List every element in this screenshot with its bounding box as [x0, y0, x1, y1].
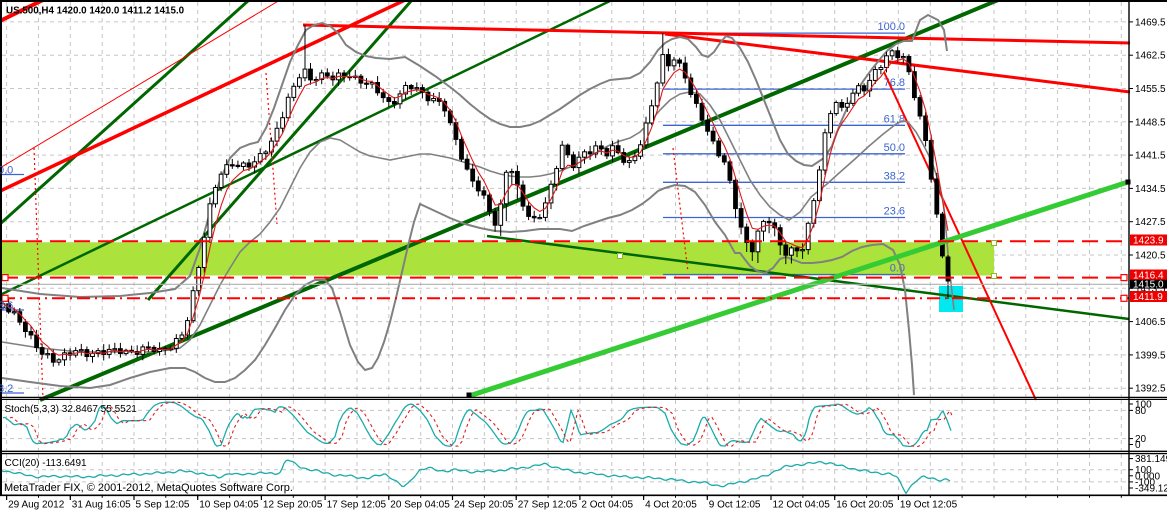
svg-text:38.2: 38.2 [884, 170, 905, 182]
svg-text:80: 80 [1135, 406, 1147, 417]
svg-text:1420.5: 1420.5 [1135, 251, 1166, 262]
svg-text:23.6: 23.6 [884, 206, 905, 218]
svg-text:100: 100 [1135, 400, 1152, 411]
svg-text:-100: -100 [1135, 477, 1155, 488]
svg-text:1399.5: 1399.5 [1135, 350, 1166, 361]
svg-text:1415.0: 1415.0 [1133, 280, 1164, 291]
svg-text:20 Sep 04:05: 20 Sep 04:05 [390, 500, 450, 511]
svg-text:1462.5: 1462.5 [1135, 51, 1166, 62]
svg-text:19 Oct 12:05: 19 Oct 12:05 [900, 500, 958, 511]
svg-text:16 Oct 20:05: 16 Oct 20:05 [836, 500, 894, 511]
svg-text:1434.5: 1434.5 [1135, 184, 1166, 195]
svg-text:-349.128: -349.128 [1135, 484, 1167, 495]
svg-text:3.6: 3.6 [0, 300, 13, 312]
svg-text:1441.5: 1441.5 [1135, 151, 1166, 162]
svg-text:1427.5: 1427.5 [1135, 217, 1166, 228]
svg-text:9 Oct 12:05: 9 Oct 12:05 [709, 500, 761, 511]
svg-text:1413.5: 1413.5 [1135, 284, 1166, 295]
svg-text:61.8: 61.8 [884, 113, 905, 125]
svg-text:US.500,H4 1420.0 1420.0 1411.: US.500,H4 1420.0 1420.0 1411.2 1415.0 [6, 6, 185, 17]
svg-text:1416.4: 1416.4 [1133, 271, 1164, 282]
svg-text:0.000: 0.000 [1135, 471, 1160, 482]
svg-text:2 Oct 04:05: 2 Oct 04:05 [581, 500, 633, 511]
svg-text:50.0: 50.0 [884, 142, 905, 154]
svg-text:100: 100 [1135, 465, 1152, 476]
svg-text:5 Sep 12:05: 5 Sep 12:05 [136, 500, 190, 511]
svg-text:17 Sep 12:05: 17 Sep 12:05 [327, 500, 387, 511]
svg-text:1448.5: 1448.5 [1135, 117, 1166, 128]
svg-text:10 Sep 04:05: 10 Sep 04:05 [199, 500, 259, 511]
svg-text:0.0: 0.0 [0, 165, 13, 177]
svg-text:0.0: 0.0 [890, 263, 905, 275]
svg-text:29 Aug 2012: 29 Aug 2012 [8, 500, 65, 511]
svg-text:1455.5: 1455.5 [1135, 84, 1166, 95]
svg-text:31 Aug 16:05: 31 Aug 16:05 [72, 500, 131, 511]
svg-text:4 Oct 20:05: 4 Oct 20:05 [645, 500, 697, 511]
svg-text:24 Sep 20:05: 24 Sep 20:05 [454, 500, 514, 511]
svg-text:8.2: 8.2 [0, 383, 13, 395]
svg-text:1469.5: 1469.5 [1135, 17, 1166, 28]
svg-text:20: 20 [1135, 434, 1147, 445]
svg-text:1423.9: 1423.9 [1133, 236, 1164, 247]
svg-text:CCI(20) -113.6491: CCI(20) -113.6491 [5, 458, 88, 469]
svg-text:12 Sep 20:05: 12 Sep 20:05 [263, 500, 323, 511]
svg-text:1392.5: 1392.5 [1135, 384, 1166, 395]
svg-text:0: 0 [1135, 440, 1141, 451]
svg-text:100.0: 100.0 [877, 21, 905, 33]
svg-text:1411.9: 1411.9 [1133, 292, 1163, 303]
svg-text:381.149: 381.149 [1135, 454, 1167, 465]
svg-text:27 Sep 12:05: 27 Sep 12:05 [518, 500, 578, 511]
svg-text:Stoch(5,3,3) 32.8467 55.5521: Stoch(5,3,3) 32.8467 55.5521 [5, 404, 138, 415]
svg-text:76.8: 76.8 [884, 77, 905, 89]
svg-text:MetaTrader FIX, © 2001-2012, M: MetaTrader FIX, © 2001-2012, MetaQuotes … [4, 482, 293, 494]
svg-text:12 Oct 04:05: 12 Oct 04:05 [773, 500, 831, 511]
svg-text:1406.5: 1406.5 [1135, 317, 1166, 328]
